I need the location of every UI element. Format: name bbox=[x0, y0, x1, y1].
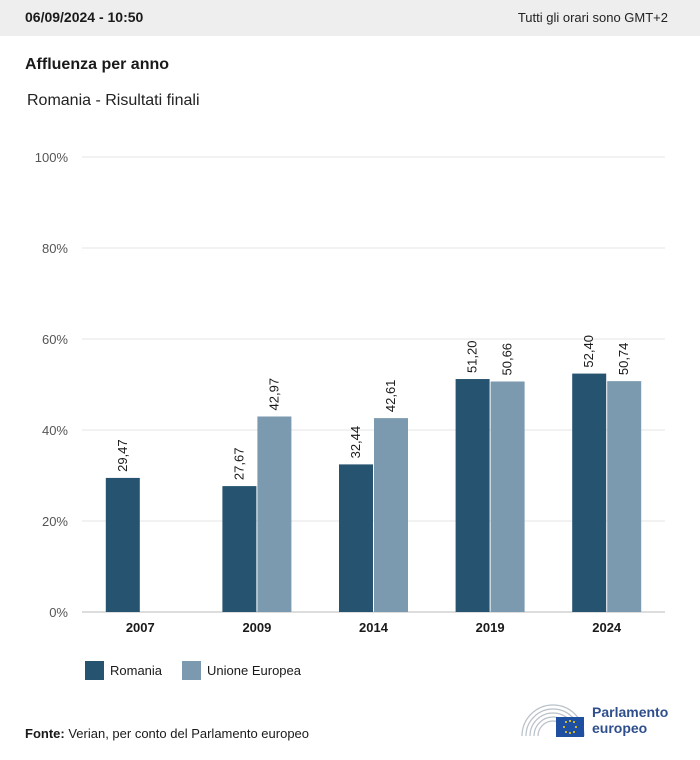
bar-eu-2009 bbox=[257, 416, 292, 612]
data-label: 50,66 bbox=[500, 343, 515, 376]
header-bar: 06/09/2024 - 10:50 Tutti gli orari sono … bbox=[0, 0, 700, 36]
chart-title: Affluenza per anno bbox=[25, 56, 170, 73]
y-tick-label: 0% bbox=[49, 605, 68, 620]
data-label: 42,97 bbox=[266, 378, 281, 411]
x-tick-label: 2009 bbox=[242, 620, 271, 635]
parliament-hemicycle-icon bbox=[521, 704, 585, 737]
legend-swatch-romania bbox=[85, 661, 104, 680]
data-label: 27,67 bbox=[231, 448, 246, 481]
y-tick-label: 80% bbox=[42, 241, 68, 256]
legend-item-romania[interactable]: Romania bbox=[85, 661, 162, 680]
legend-label-romania: Romania bbox=[110, 663, 163, 678]
x-tick-label: 2019 bbox=[476, 620, 505, 635]
y-tick-label: 40% bbox=[42, 423, 68, 438]
chart-legend: Romania Unione Europea bbox=[85, 661, 321, 680]
parliament-logo: Parlamento europeo bbox=[520, 702, 668, 738]
legend-label-eu: Unione Europea bbox=[207, 663, 301, 678]
y-tick-label: 20% bbox=[42, 514, 68, 529]
bar-romania-2007 bbox=[105, 477, 140, 612]
logo-line-1: Parlamento bbox=[592, 704, 669, 720]
timestamp: 06/09/2024 - 10:50 bbox=[25, 9, 144, 25]
legend-item-eu[interactable]: Unione Europea bbox=[182, 661, 301, 680]
bar-romania-2014 bbox=[339, 464, 373, 612]
x-tick-label: 2014 bbox=[359, 620, 389, 635]
data-label: 50,74 bbox=[616, 343, 631, 376]
data-label: 51,20 bbox=[465, 340, 480, 373]
timezone-note: Tutti gli orari sono GMT+2 bbox=[517, 10, 668, 25]
bar-romania-2024 bbox=[572, 373, 607, 612]
data-label: 52,40 bbox=[581, 335, 596, 368]
bar-eu-2014 bbox=[374, 418, 408, 612]
source-text: Verian, per conto del Parlamento europeo bbox=[68, 726, 310, 741]
data-label: 29,47 bbox=[115, 439, 130, 472]
bar-romania-2009 bbox=[222, 486, 257, 612]
y-tick-label: 100% bbox=[35, 150, 69, 165]
legend-swatch-eu bbox=[182, 661, 202, 680]
x-tick-label: 2024 bbox=[592, 620, 622, 635]
source-note: Fonte: Verian, per conto del Parlamento … bbox=[25, 726, 309, 741]
source-label: Fonte: bbox=[25, 726, 65, 741]
x-tick-label: 2007 bbox=[126, 620, 155, 635]
bar-eu-2024 bbox=[607, 381, 642, 612]
bar-eu-2019 bbox=[490, 381, 525, 612]
turnout-bar-chart: 0% 20% 40% 60% 80% 100% 29,47 2007 27,67 42,97 200… bbox=[35, 150, 665, 635]
chart-subtitle: Romania - Risultati finali bbox=[27, 92, 200, 109]
data-label: 32,44 bbox=[348, 426, 363, 459]
bar-romania-2019 bbox=[455, 379, 490, 612]
y-tick-label: 60% bbox=[42, 332, 68, 347]
data-label: 42,61 bbox=[383, 380, 398, 413]
logo-line-2: europeo bbox=[592, 720, 648, 736]
